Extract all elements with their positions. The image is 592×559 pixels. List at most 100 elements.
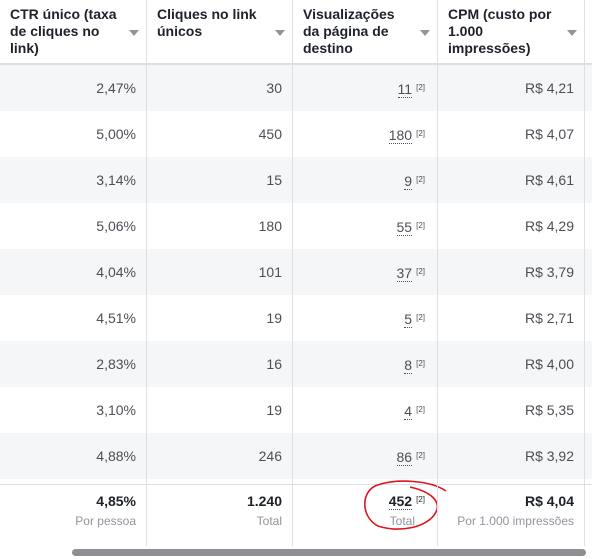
table-cell: 19: [147, 295, 292, 341]
table-cell: R$ 4,21: [438, 65, 584, 111]
cell-value: R$ 3,79: [524, 264, 574, 280]
link-value[interactable]: 9: [404, 173, 413, 190]
table-cell: R$ 2,71: [438, 295, 584, 341]
footnote: [2]: [416, 313, 425, 322]
table-cell: 3,14%: [0, 157, 146, 203]
cell-value: R$ 3,92: [524, 448, 574, 464]
footnote: [2]: [416, 405, 425, 414]
footnote: [2]: [416, 129, 425, 138]
footer-label: Total: [389, 514, 415, 528]
table-cell: R$ 4,61: [438, 157, 584, 203]
cell-value: 3,14%: [96, 172, 136, 188]
table-cell: 30: [147, 65, 292, 111]
total-value: R$ 4,04: [524, 493, 574, 509]
table-cell: 4,51%: [0, 295, 146, 341]
footnote: [2]: [416, 495, 425, 504]
cell-value: R$ 5,35: [524, 402, 574, 418]
cell-value: 180: [258, 218, 282, 234]
footer-cell: 452 [2] Total: [293, 485, 437, 545]
sort-arrow: [275, 30, 285, 36]
footer-value: 4,85%: [96, 493, 136, 509]
link-value[interactable]: 8: [404, 357, 413, 374]
cell-value: 5,06%: [96, 218, 136, 234]
table-cell: 5,06%: [0, 203, 146, 249]
row-band: [0, 65, 592, 111]
link-value[interactable]: 55: [396, 219, 413, 236]
table-cell: R$ 4,07: [438, 111, 584, 157]
footer-label: Total: [256, 514, 282, 528]
column-header[interactable]: CTR único (taxa de cliques no link): [0, 0, 146, 63]
table-cell: 2,47%: [0, 65, 146, 111]
table-cell: 180: [147, 203, 292, 249]
table-cell: 15: [147, 157, 292, 203]
footer-cell: R$ 4,04 Por 1.000 impressões: [438, 485, 584, 545]
link-value[interactable]: 5: [404, 311, 413, 328]
table-cell: 4,04%: [0, 249, 146, 295]
column-header[interactable]: Cliques no link únicos: [147, 0, 292, 63]
column-divider: [146, 0, 147, 546]
table-cell: R$ 4,29: [438, 203, 584, 249]
footnote: [2]: [416, 267, 425, 276]
cell-value: 450: [258, 126, 282, 142]
table-cell: 246: [147, 433, 292, 479]
cell-value: 4,04%: [96, 264, 136, 280]
column-header[interactable]: Visualizações da página de destino: [293, 0, 437, 63]
table-cell: 3,10%: [0, 387, 146, 433]
footer-cell: 4,85% Por pessoa: [0, 485, 146, 545]
table-cell: 4 [2]: [293, 387, 437, 433]
footer-value: 452 [2]: [388, 493, 425, 510]
sort-arrow: [129, 30, 139, 36]
table-cell: 5,00%: [0, 111, 146, 157]
table-cell: R$ 3,92: [438, 433, 584, 479]
footnote: [2]: [416, 175, 425, 184]
row-band: [0, 249, 592, 295]
table-cell: R$ 3,79: [438, 249, 584, 295]
cell-value: 5,00%: [96, 126, 136, 142]
table-cell: R$ 4,00: [438, 341, 584, 387]
link-value[interactable]: 180: [388, 127, 413, 144]
footer-label: Por pessoa: [75, 514, 136, 528]
footnote: [2]: [416, 359, 425, 368]
column-header[interactable]: CPM (custo por 1.000 impressões): [438, 0, 584, 63]
row-band: [0, 157, 592, 203]
cell-value: 2,47%: [96, 80, 136, 96]
link-value[interactable]: 452: [388, 493, 413, 510]
column-divider: [437, 0, 438, 546]
cell-value: 19: [266, 310, 282, 326]
table-cell: 16: [147, 341, 292, 387]
cell-value: 19: [266, 402, 282, 418]
column-divider: [584, 0, 585, 546]
row-band: [0, 433, 592, 479]
scrollbar[interactable]: [72, 549, 586, 556]
link-value[interactable]: 4: [404, 403, 413, 420]
cell-value: R$ 4,00: [524, 356, 574, 372]
cell-value: 246: [258, 448, 282, 464]
link-value[interactable]: 86: [396, 449, 413, 466]
footnote: [2]: [416, 83, 425, 92]
footnote: [2]: [416, 221, 425, 230]
sort-arrow: [420, 30, 430, 36]
link-value[interactable]: 11: [397, 81, 413, 98]
cell-value: 16: [266, 356, 282, 372]
cell-value: 4,51%: [96, 310, 136, 326]
footer-cell: 1.240 Total: [147, 485, 292, 545]
link-value[interactable]: 37: [396, 265, 413, 282]
total-value: 1.240: [246, 493, 282, 509]
cell-value: 2,83%: [96, 356, 136, 372]
table-cell: 37 [2]: [293, 249, 437, 295]
cell-value: 3,10%: [96, 402, 136, 418]
table-cell: 55 [2]: [293, 203, 437, 249]
footnote: [2]: [416, 451, 425, 460]
cell-value: R$ 4,07: [524, 126, 574, 142]
footer-label: Por 1.000 impressões: [457, 514, 574, 528]
total-value: 4,85%: [96, 493, 136, 509]
sort-arrow: [567, 30, 577, 36]
header-bottom-line: [0, 63, 592, 65]
table-cell: 2,83%: [0, 341, 146, 387]
footer-value: R$ 4,04: [525, 493, 574, 509]
footer-value: 1.240: [247, 493, 282, 509]
cell-value: R$ 4,29: [524, 218, 574, 234]
table-cell: 86 [2]: [293, 433, 437, 479]
table-cell: 450: [147, 111, 292, 157]
